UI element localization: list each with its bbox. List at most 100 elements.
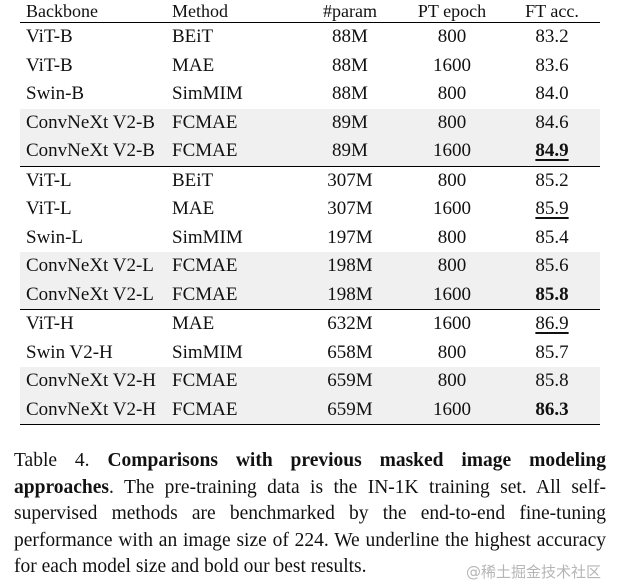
- cell-backbone: Swin-L: [26, 226, 83, 248]
- cell-backbone: Swin V2-H: [26, 341, 113, 363]
- cell-ft-acc: 85.8: [535, 283, 569, 305]
- cell-method: BEiT: [172, 26, 214, 48]
- cell-method: FCMAE: [172, 255, 238, 277]
- header-method: Method: [172, 0, 228, 21]
- table-row: ConvNeXt V2-L FCMAE 198M 800 85.6: [20, 252, 600, 281]
- cell-pt-epoch: 800: [437, 370, 467, 392]
- table-row: ConvNeXt V2-B FCMAE 89M 800 84.6: [20, 108, 600, 137]
- cell-ft-acc: 85.7: [535, 341, 569, 363]
- cell-method: FCMAE: [172, 111, 238, 133]
- table-row: ViT-B MAE 88M 1600 83.6: [20, 52, 600, 81]
- cell-pt-epoch: 800: [437, 226, 467, 248]
- cell-backbone: ViT-B: [26, 54, 73, 76]
- cell-ft-acc: 85.6: [535, 255, 569, 277]
- cell-ft-acc: 84.6: [535, 111, 569, 133]
- cell-pt-epoch: 1600: [433, 283, 471, 305]
- table-row: ConvNeXt V2-B FCMAE 89M 1600 84.9: [20, 137, 600, 166]
- cell-backbone: ConvNeXt V2-L: [26, 283, 154, 305]
- table-row: ConvNeXt V2-H FCMAE 659M 800 85.8: [20, 367, 600, 396]
- cell-pt-epoch: 800: [437, 26, 467, 48]
- group-rule: [20, 165, 600, 167]
- cell-param: 632M: [327, 313, 373, 335]
- cell-method: MAE: [172, 54, 215, 76]
- cell-pt-epoch: 800: [437, 255, 467, 277]
- table-row: Swin-B SimMIM 88M 800 84.0: [20, 80, 600, 109]
- cell-backbone: ConvNeXt V2-B: [26, 140, 155, 162]
- cell-backbone: ViT-L: [26, 169, 72, 191]
- cell-pt-epoch: 1600: [433, 54, 471, 76]
- cell-pt-epoch: 1600: [433, 398, 471, 420]
- caption-label: Table 4.: [14, 450, 90, 471]
- cell-pt-epoch: 800: [437, 341, 467, 363]
- table-row: ViT-H MAE 632M 1600 86.9: [20, 310, 600, 339]
- cell-backbone: ConvNeXt V2-L: [26, 255, 154, 277]
- cell-ft-acc: 86.9: [535, 313, 569, 335]
- cell-param: 658M: [327, 341, 373, 363]
- cell-pt-epoch: 800: [437, 111, 467, 133]
- table-row: Swin V2-H SimMIM 658M 800 85.7: [20, 339, 600, 368]
- header-rule: [20, 22, 600, 23]
- cell-method: SimMIM: [172, 341, 243, 363]
- cell-method: FCMAE: [172, 283, 238, 305]
- cell-method: FCMAE: [172, 140, 238, 162]
- header-param: #param: [323, 0, 377, 21]
- caption-body: . The pre-training data is the IN-1K tra…: [14, 476, 606, 578]
- results-table: Backbone Method #param PT epoch FT acc. …: [20, 0, 600, 425]
- bottom-rule: [20, 424, 600, 425]
- cell-ft-acc: 85.9: [535, 198, 569, 220]
- table-row: ViT-L BEiT 307M 800 85.2: [20, 167, 600, 196]
- cell-param: 198M: [327, 255, 373, 277]
- table-row: ConvNeXt V2-L FCMAE 198M 1600 85.8: [20, 280, 600, 309]
- cell-param: 307M: [327, 198, 373, 220]
- cell-backbone: ViT-B: [26, 26, 73, 48]
- cell-param: 307M: [327, 169, 373, 191]
- header-ft-acc: FT acc.: [525, 0, 579, 21]
- table-caption: Table 4. Comparisons with previous maske…: [14, 448, 606, 581]
- header-pt-epoch: PT epoch: [417, 0, 487, 21]
- cell-ft-acc: 85.8: [535, 370, 569, 392]
- cell-pt-epoch: 1600: [433, 140, 471, 162]
- cell-param: 88M: [332, 26, 368, 48]
- cell-method: MAE: [172, 198, 215, 220]
- header-backbone: Backbone: [26, 0, 98, 21]
- cell-pt-epoch: 800: [437, 169, 467, 191]
- cell-ft-acc: 84.0: [535, 83, 569, 105]
- cell-backbone: ConvNeXt V2-B: [26, 111, 155, 133]
- cell-ft-acc: 83.2: [535, 26, 569, 48]
- cell-method: FCMAE: [172, 398, 238, 420]
- cell-backbone: ConvNeXt V2-H: [26, 370, 157, 392]
- cell-param: 659M: [327, 398, 373, 420]
- table-header-row: Backbone Method #param PT epoch FT acc.: [20, 0, 600, 22]
- cell-pt-epoch: 1600: [433, 313, 471, 335]
- cell-ft-acc: 86.3: [535, 398, 569, 420]
- cell-pt-epoch: 800: [437, 83, 467, 105]
- cell-backbone: ConvNeXt V2-H: [26, 398, 157, 420]
- cell-param: 88M: [332, 83, 368, 105]
- group-rule: [20, 309, 600, 310]
- table-row: ViT-B BEiT 88M 800 83.2: [20, 23, 600, 52]
- table-body: ViT-B BEiT 88M 800 83.2 ViT-B MAE 88M 1600 83.6 Sw…: [20, 23, 600, 425]
- cell-param: 88M: [332, 54, 368, 76]
- table-row: ViT-L MAE 307M 1600 85.9: [20, 195, 600, 224]
- cell-backbone: ViT-H: [26, 313, 74, 335]
- caption-title: Comparisons with previous masked image m…: [14, 450, 607, 498]
- cell-param: 197M: [327, 226, 373, 248]
- cell-param: 89M: [332, 111, 368, 133]
- cell-ft-acc: 85.4: [535, 226, 569, 248]
- cell-param: 89M: [332, 140, 368, 162]
- watermark: @稀土掘金技术社区: [465, 563, 601, 581]
- cell-param: 659M: [327, 370, 373, 392]
- cell-ft-acc: 84.9: [535, 140, 569, 162]
- table-row: Swin-L SimMIM 197M 800 85.4: [20, 224, 600, 253]
- cell-method: MAE: [172, 313, 215, 335]
- cell-ft-acc: 83.6: [535, 54, 569, 76]
- cell-pt-epoch: 1600: [433, 198, 471, 220]
- table-row: ConvNeXt V2-H FCMAE 659M 1600 86.3: [20, 395, 600, 424]
- cell-method: BEiT: [172, 169, 214, 191]
- cell-param: 198M: [327, 283, 373, 305]
- cell-method: FCMAE: [172, 370, 238, 392]
- cell-method: SimMIM: [172, 83, 243, 105]
- cell-backbone: Swin-B: [26, 83, 85, 105]
- cell-backbone: ViT-L: [26, 198, 72, 220]
- cell-ft-acc: 85.2: [535, 169, 569, 191]
